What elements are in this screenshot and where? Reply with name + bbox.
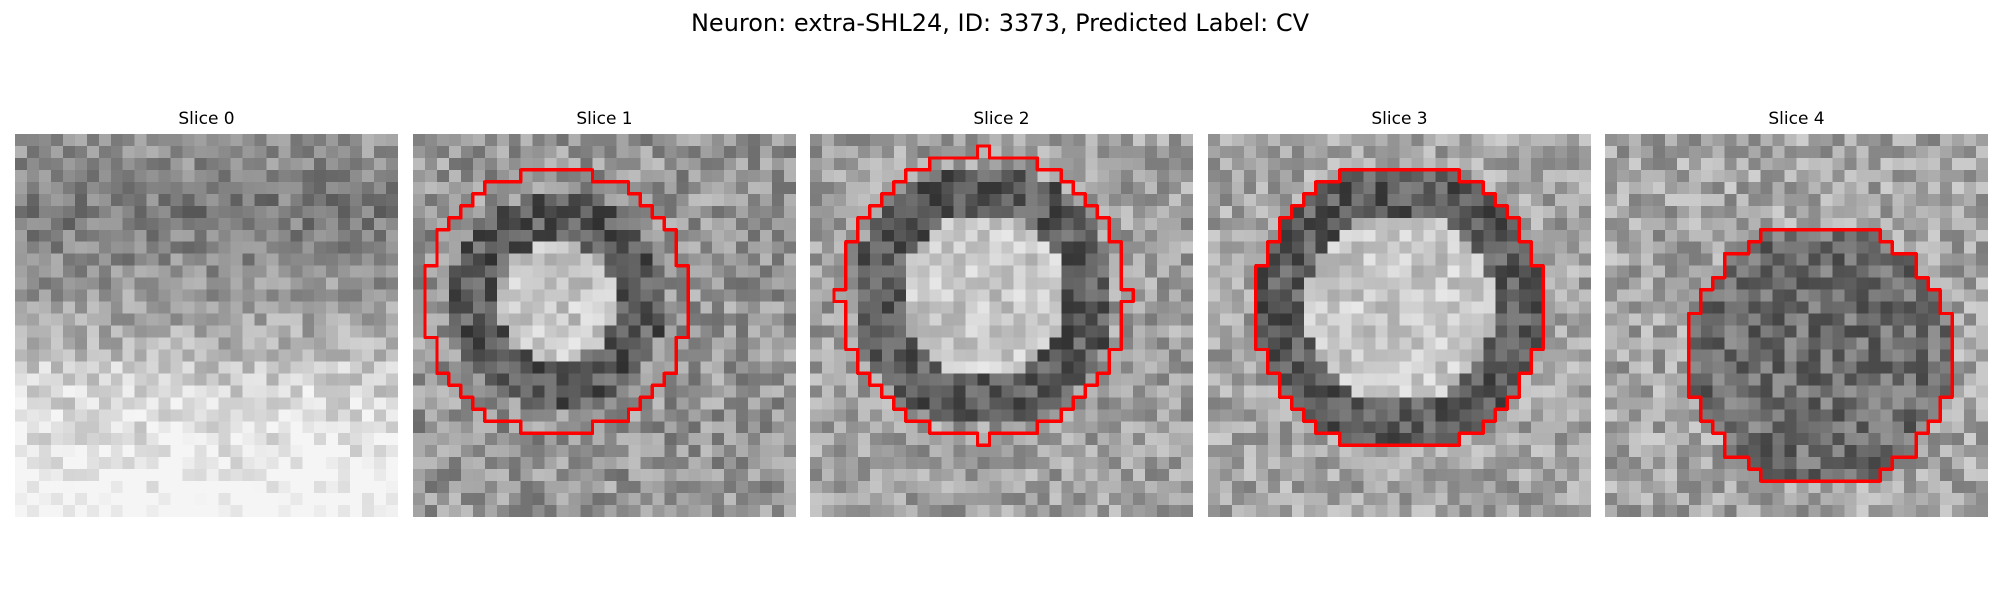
- segmentation-contour: [1254, 168, 1545, 447]
- slice-image: [413, 134, 796, 517]
- slice-image: [1208, 134, 1591, 517]
- slice-image: [1605, 134, 1988, 517]
- slice-title: Slice 4: [1768, 109, 1825, 129]
- slice-title: Slice 1: [576, 109, 633, 129]
- segmentation-contour: [423, 168, 690, 435]
- segmentation-contour: [832, 144, 1135, 447]
- slice-title: Slice 2: [973, 109, 1030, 129]
- slice-image: [15, 134, 398, 517]
- slice-title: Slice 3: [1371, 109, 1428, 129]
- slice-title: Slice 0: [178, 109, 235, 129]
- figure-title: Neuron: extra-SHL24, ID: 3373, Predicted…: [690, 9, 1310, 37]
- segmentation-contour: [1687, 228, 1954, 483]
- slice-image: [810, 134, 1193, 517]
